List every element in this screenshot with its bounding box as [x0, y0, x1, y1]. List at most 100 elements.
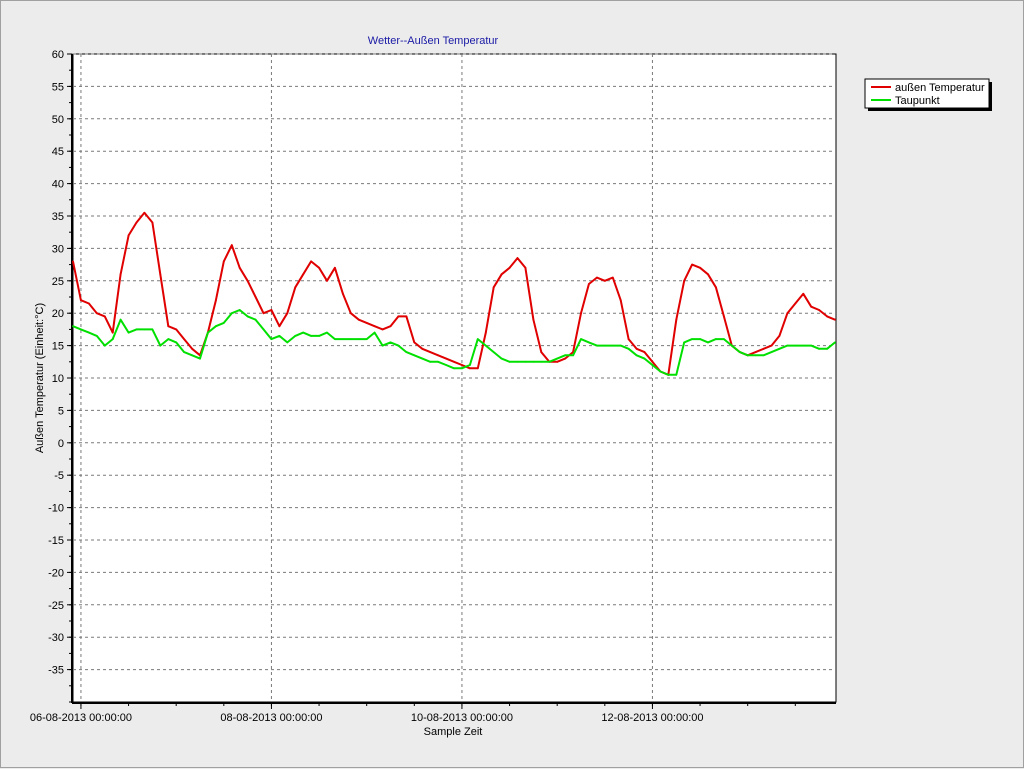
data-point [310, 335, 312, 337]
y-tick-label: 15 [52, 341, 64, 353]
data-point [365, 322, 368, 324]
data-point [572, 354, 574, 357]
data-point [564, 357, 566, 360]
data-point [611, 276, 614, 279]
data-point [508, 360, 511, 363]
data-point [810, 305, 813, 308]
data-point [540, 360, 543, 363]
data-point [738, 351, 741, 353]
data-point [111, 331, 114, 334]
x-tick-label: 08-08-2013 00:00:00 [220, 712, 322, 724]
data-point [254, 318, 257, 321]
data-point [159, 273, 162, 276]
data-point [437, 360, 439, 363]
data-point [143, 328, 146, 331]
data-point [445, 357, 447, 360]
data-point [461, 367, 463, 370]
data-point [484, 331, 487, 334]
data-point [302, 273, 305, 276]
data-point [667, 373, 670, 376]
data-point [413, 354, 416, 357]
data-point [556, 357, 559, 360]
data-point [429, 351, 432, 353]
legend-label-temperature: außen Temperatur [895, 82, 985, 94]
data-point [326, 331, 328, 334]
data-point [794, 344, 797, 347]
data-point [397, 315, 400, 318]
data-point [405, 351, 408, 353]
series-points-temperature [72, 211, 836, 376]
data-point [723, 338, 725, 340]
data-point [786, 344, 789, 347]
data-point [437, 354, 439, 357]
y-tick-label: -20 [48, 567, 64, 579]
data-point [246, 279, 249, 282]
data-point [484, 344, 487, 347]
data-point [365, 338, 368, 340]
data-point [270, 338, 273, 340]
data-point [492, 286, 495, 289]
x-axis-ticks: 06-08-2013 00:00:00 08-08-2013 00:00:00 10… [30, 703, 796, 724]
data-point [754, 351, 757, 353]
data-point [103, 315, 106, 318]
data-point [675, 373, 678, 376]
data-point [278, 325, 281, 328]
data-point [342, 338, 344, 340]
data-point [167, 325, 170, 328]
data-point [143, 211, 146, 214]
data-point [254, 296, 257, 298]
data-point [699, 338, 701, 340]
data-point [596, 344, 598, 347]
data-point [80, 299, 82, 302]
data-point [318, 266, 320, 269]
data-point [476, 338, 479, 340]
data-point [453, 367, 455, 370]
data-point [778, 335, 781, 337]
data-point [627, 347, 630, 350]
legend: außen Temperatur Taupunkt [864, 78, 992, 111]
data-point [286, 341, 289, 344]
data-point [238, 266, 241, 269]
data-point [818, 309, 820, 311]
y-tick-label: 0 [58, 438, 64, 450]
data-point [334, 338, 336, 340]
y-tick-label: -35 [48, 665, 64, 677]
data-point [262, 312, 265, 315]
y-tick-label: 55 [52, 81, 64, 93]
y-tick-label: 25 [52, 276, 64, 288]
data-point [318, 335, 320, 337]
data-point [95, 335, 98, 337]
data-point [762, 347, 765, 350]
data-point [508, 266, 511, 269]
data-point [611, 344, 614, 347]
data-point [191, 347, 194, 350]
data-point [461, 364, 463, 366]
data-point [635, 347, 638, 350]
data-point [834, 341, 836, 344]
data-point [183, 338, 186, 340]
data-point [540, 351, 543, 353]
data-point [357, 338, 360, 340]
x-tick-label: 06-08-2013 00:00:00 [30, 712, 132, 724]
data-point [500, 357, 503, 360]
series-lines [72, 211, 836, 376]
data-point [516, 257, 519, 259]
data-point [707, 341, 709, 344]
data-point [302, 331, 305, 334]
data-point [730, 344, 733, 347]
data-point [770, 351, 773, 353]
data-point [373, 325, 376, 328]
data-point [175, 328, 178, 331]
data-point [183, 351, 186, 353]
data-point [588, 341, 590, 344]
data-point [469, 367, 471, 370]
data-point [286, 312, 289, 315]
data-point [802, 292, 805, 295]
y-tick-label: 60 [52, 49, 64, 61]
y-axis-ticks: 605550454035302520151050-5-10-15-20-25-3… [48, 49, 72, 703]
data-point [691, 263, 693, 266]
data-point [151, 328, 154, 331]
y-tick-label: 20 [52, 308, 64, 320]
data-point [548, 360, 551, 363]
data-point [619, 344, 622, 347]
